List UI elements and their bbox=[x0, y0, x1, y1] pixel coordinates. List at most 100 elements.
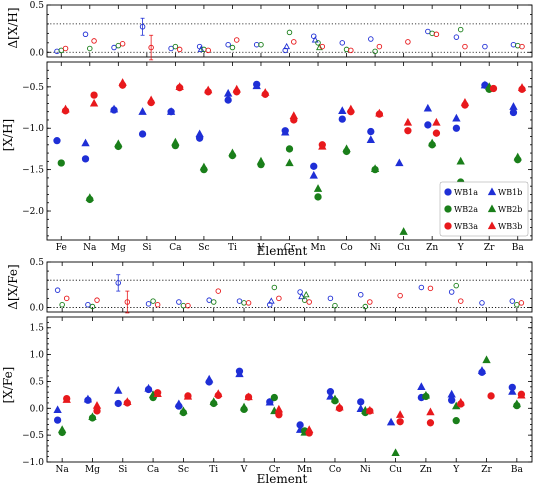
data-point-cr bbox=[274, 404, 284, 413]
data-point-zn bbox=[427, 285, 434, 292]
data-point-ca bbox=[150, 298, 156, 304]
data-point-y bbox=[453, 282, 459, 289]
data-point-ba bbox=[509, 102, 518, 110]
data-point-si bbox=[146, 95, 156, 104]
data-point-ti bbox=[223, 88, 233, 97]
data-point-mn bbox=[315, 40, 321, 46]
data-point-mn bbox=[319, 43, 326, 50]
xtick-label-mg: Mg bbox=[111, 243, 126, 253]
legend-marker bbox=[444, 188, 452, 196]
xtick-label-fe: Fe bbox=[56, 243, 67, 253]
data-point-mg bbox=[92, 401, 102, 409]
ytick-label: 0.0 bbox=[30, 404, 45, 414]
data-point-ca bbox=[153, 389, 162, 397]
data-point-zn bbox=[426, 419, 435, 427]
ylabel-top-abund: [X/H] bbox=[1, 119, 15, 151]
xtick-label-ti: Ti bbox=[209, 465, 218, 475]
data-point-sc bbox=[176, 299, 182, 305]
data-point-ti bbox=[210, 299, 217, 305]
data-point-mg bbox=[88, 412, 97, 421]
data-point-cu bbox=[403, 117, 413, 126]
xtick-label-sc: Sc bbox=[198, 243, 209, 253]
xtick-label-si: Si bbox=[118, 465, 127, 475]
data-point-mg bbox=[85, 301, 91, 308]
xtick-label-mg: Mg bbox=[85, 465, 100, 475]
xtick-label-mn: Mn bbox=[297, 465, 312, 475]
series-WB2b bbox=[57, 355, 522, 457]
ytick-label: 0.5 bbox=[30, 258, 45, 268]
legend: WB1a WB1b WB2a WB2b WB3a WB3b bbox=[439, 181, 529, 237]
data-point-mg bbox=[83, 394, 93, 403]
data-point-ba bbox=[509, 108, 518, 117]
data-point-cu bbox=[396, 418, 404, 426]
xtick-label-si: Si bbox=[142, 243, 151, 253]
xtick-label-ni: Ni bbox=[360, 465, 371, 475]
data-point-y bbox=[448, 396, 456, 404]
ytick-label: 0.0 bbox=[30, 303, 45, 313]
data-point-y bbox=[448, 289, 455, 295]
data-point-mn bbox=[298, 292, 306, 300]
ytick-label: −2.0 bbox=[22, 207, 44, 217]
data-point-sc bbox=[180, 302, 187, 309]
data-point-mg bbox=[119, 41, 126, 47]
data-point-ni bbox=[376, 43, 383, 50]
data-point-y bbox=[457, 26, 464, 33]
data-point-cu bbox=[399, 227, 408, 235]
panel-top_delta: 0.0 0.5 bbox=[30, 1, 533, 61]
data-point-ba bbox=[510, 41, 517, 48]
data-point-cu bbox=[405, 39, 411, 45]
data-point-si bbox=[148, 44, 154, 51]
data-point-co bbox=[330, 394, 340, 403]
data-point-ba bbox=[514, 42, 521, 49]
data-point-cr bbox=[271, 284, 278, 291]
data-point-cr bbox=[276, 295, 282, 302]
data-point-ni bbox=[370, 164, 380, 172]
series-a bbox=[54, 274, 516, 308]
data-point-v bbox=[258, 41, 264, 48]
data-point-na bbox=[62, 395, 71, 403]
data-point-mn bbox=[310, 162, 318, 170]
data-point-ba bbox=[512, 399, 522, 408]
data-point-zn bbox=[433, 31, 440, 38]
xtick-label-v: V bbox=[257, 243, 265, 253]
data-point-sc bbox=[183, 391, 193, 400]
xlabel-bottom: Element bbox=[257, 472, 308, 486]
plot-frame bbox=[46, 261, 533, 313]
panel-top_abund: −2.0 −1.5 −1.0 −0.5 Fe Na Mg Si Ca Sc Ti V Cr Mn Co Ni C… bbox=[22, 61, 533, 253]
data-point-sc bbox=[199, 162, 209, 171]
series-WB1a bbox=[53, 367, 516, 429]
data-point-ca bbox=[154, 301, 161, 308]
data-point-mn bbox=[309, 170, 318, 179]
data-point-ni bbox=[365, 405, 375, 414]
data-point-na bbox=[89, 98, 99, 107]
data-point-ni bbox=[367, 299, 373, 305]
data-point-na bbox=[81, 138, 90, 147]
data-point-co bbox=[332, 302, 338, 309]
data-point-ca bbox=[145, 301, 152, 307]
legend-marker bbox=[487, 204, 497, 213]
data-point-fe bbox=[62, 45, 69, 52]
data-point-fe bbox=[61, 104, 70, 113]
series-WB3a bbox=[63, 389, 526, 437]
data-point-si bbox=[115, 280, 121, 286]
data-point-zr bbox=[489, 84, 498, 93]
data-point-cr bbox=[283, 42, 291, 50]
data-point-zr bbox=[480, 80, 490, 89]
data-point-ba bbox=[513, 152, 522, 161]
ytick-label: 1.0 bbox=[30, 351, 45, 361]
xtick-label-ni: Ni bbox=[370, 243, 381, 253]
data-point-y bbox=[456, 156, 465, 165]
data-point-ca bbox=[176, 46, 183, 53]
ytick-label: 0.5 bbox=[30, 377, 45, 387]
ylabel-bottom-delta: Δ[X/Fe] bbox=[6, 264, 20, 309]
data-point-zr bbox=[479, 300, 485, 306]
panel-bottom_delta: 0.0 0.5 bbox=[30, 258, 533, 313]
data-point-zn bbox=[429, 30, 435, 37]
data-point-sc bbox=[195, 129, 204, 138]
data-point-mn bbox=[301, 297, 308, 303]
data-point-si bbox=[139, 23, 146, 30]
data-point-cr bbox=[286, 29, 293, 36]
series-c bbox=[59, 282, 520, 310]
data-point-na bbox=[82, 31, 89, 38]
xtick-label-zr: Zr bbox=[484, 243, 495, 253]
